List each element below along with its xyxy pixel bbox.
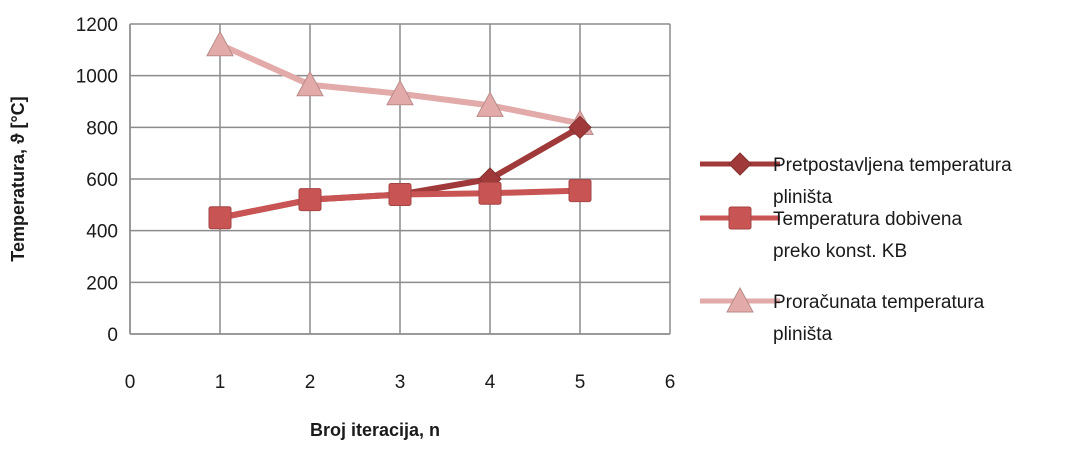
legend-label-2-line-2: preko konst. KB	[773, 241, 907, 262]
legend: Pretpostavljena temperaturapliništaTempe…	[700, 152, 1012, 345]
x-tick-label-5: 5	[575, 372, 586, 393]
axes	[129, 24, 670, 335]
x-tick-label-1: 1	[215, 372, 226, 393]
legend-label-3-line-1: Proračunata temperatura	[773, 292, 985, 313]
series-3-point-4	[476, 91, 504, 117]
series-3-point-2	[296, 70, 324, 97]
y-tick-label-6: 1200	[76, 15, 118, 36]
legend-marker-2	[728, 206, 752, 230]
series-2	[208, 179, 592, 230]
legend-marker-1	[728, 152, 752, 176]
x-tick-label-0: 0	[125, 372, 136, 393]
y-tick-label-5: 1000	[76, 67, 118, 88]
series-2-point-2	[298, 188, 322, 212]
legend-label-3-line-2: pliništa	[773, 324, 833, 345]
x-tick-label-3: 3	[395, 372, 406, 393]
y-axis-title: Temperatura, ϑ [°C]	[8, 96, 28, 261]
series-2-point-1	[208, 206, 232, 230]
y-tick-label-3: 600	[86, 170, 118, 191]
x-tick-labels: 0 1 2 3 4 5 6	[125, 372, 676, 393]
legend-item-3: Proračunata temperatura pliništa	[700, 286, 985, 345]
series-2-point-4	[478, 181, 502, 205]
x-axis-title: Broj iteracija, n	[310, 420, 440, 440]
legend-item-2: Temperatura dobivena preko konst. KB	[700, 206, 962, 262]
series-group	[206, 30, 594, 230]
series-3-point-1	[206, 30, 234, 57]
series-2-point-3	[388, 183, 412, 206]
x-tick-label-4: 4	[485, 372, 496, 393]
series-3-point-3	[386, 79, 414, 106]
legend-marker-3	[726, 286, 754, 313]
x-tick-label-6: 6	[665, 372, 676, 393]
series-1-point-5	[568, 115, 592, 140]
series-2-point-5	[568, 179, 592, 203]
y-tick-label-2: 400	[86, 222, 118, 243]
y-tick-labels: 0 200 400 600 800 1000 1200	[76, 15, 118, 346]
legend-label-1-line-1: Pretpostavljena temperatura	[773, 155, 1012, 176]
x-tick-label-2: 2	[305, 372, 316, 393]
legend-label-2-line-1: Temperatura dobivena	[773, 209, 962, 230]
y-tick-label-0: 0	[107, 325, 118, 346]
y-tick-label-4: 800	[86, 118, 118, 139]
y-tick-label-1: 200	[86, 273, 118, 294]
legend-item-1: Pretpostavljena temperatura pliništa	[700, 152, 1012, 208]
legend-label-1-line-2: pliništa	[773, 187, 833, 208]
